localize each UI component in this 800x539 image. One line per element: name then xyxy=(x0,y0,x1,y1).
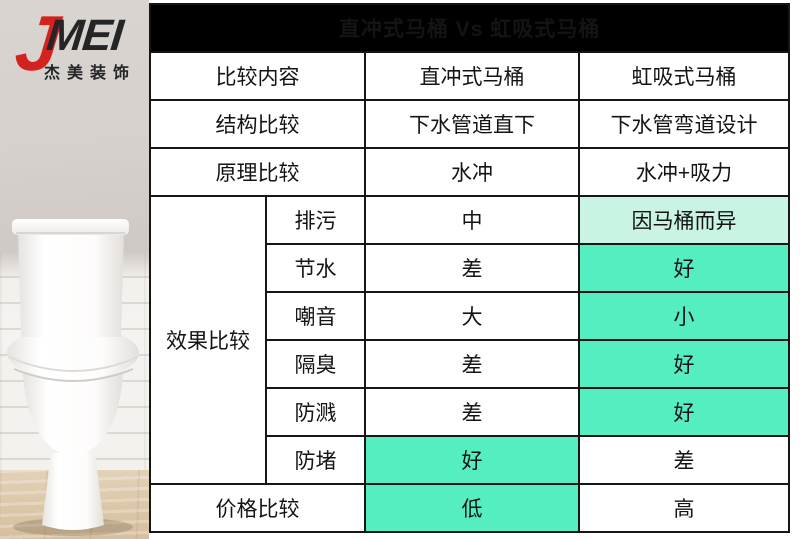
structure-row: 结构比较 下水管道直下 下水管弯道设计 xyxy=(149,99,791,149)
effect-direct-value: 中 xyxy=(364,195,580,245)
effect-sub-label: 隔臭 xyxy=(265,339,366,389)
effect-siphon-value: 因马桶而异 xyxy=(577,195,791,245)
effect-sub-label: 排污 xyxy=(265,195,366,245)
brand-logo: J MEI 杰美装饰 xyxy=(0,0,149,100)
price-label: 价格比较 xyxy=(149,483,366,533)
effect-sub-label: 防堵 xyxy=(265,435,366,485)
header-row: 比较内容 直冲式马桶 虹吸式马桶 xyxy=(149,51,791,101)
effect-direct-value: 好 xyxy=(364,435,580,485)
effect-row-splash: 防溅 差 好 xyxy=(150,387,791,437)
principle-row: 原理比较 水冲 水冲+吸力 xyxy=(149,147,791,197)
toilet-image xyxy=(7,219,139,536)
effect-row-noise: 嘲音 大 小 xyxy=(150,291,791,341)
table-title: 直冲式马桶 Vs 虹吸式马桶 xyxy=(148,3,791,53)
price-row: 价格比较 低 高 xyxy=(149,483,791,533)
effect-row-sewage: 效果比较 排污 中 因马桶而异 xyxy=(149,195,791,485)
effect-row-clog: 防堵 好 差 xyxy=(150,435,791,485)
structure-siphon-value: 下水管弯道设计 xyxy=(577,99,791,149)
effect-sub-label: 节水 xyxy=(265,243,366,293)
effect-siphon-value: 小 xyxy=(577,291,791,341)
wall-background xyxy=(0,0,149,252)
price-siphon-value: 高 xyxy=(577,483,791,533)
effect-siphon-value: 好 xyxy=(577,339,791,389)
effect-group-label: 效果比较 xyxy=(149,195,267,485)
price-direct-value: 低 xyxy=(364,483,580,533)
comparison-table: 直冲式马桶 Vs 虹吸式马桶 比较内容 直冲式马桶 虹吸式马桶 结构比较 下水管… xyxy=(148,3,791,533)
header-direct-flush: 直冲式马桶 xyxy=(364,51,580,101)
effect-siphon-value: 好 xyxy=(577,243,791,293)
bathroom-photo: J MEI 杰美装饰 xyxy=(0,0,149,539)
structure-direct-value: 下水管道直下 xyxy=(364,99,580,149)
principle-siphon-value: 水冲+吸力 xyxy=(577,147,791,197)
effect-row-water-saving: 节水 差 好 xyxy=(150,243,791,293)
header-siphon: 虹吸式马桶 xyxy=(577,51,791,101)
logo-letters-mei: MEI xyxy=(44,11,125,60)
effect-direct-value: 差 xyxy=(364,243,580,293)
header-compare-content: 比较内容 xyxy=(149,51,366,101)
title-row: 直冲式马桶 Vs 虹吸式马桶 xyxy=(148,3,791,53)
principle-direct-value: 水冲 xyxy=(364,147,580,197)
logo-chinese-name: 杰美装饰 xyxy=(44,65,137,82)
comparison-table-area: 直冲式马桶 Vs 虹吸式马桶 比较内容 直冲式马桶 虹吸式马桶 结构比较 下水管… xyxy=(148,3,791,533)
effect-siphon-value: 好 xyxy=(577,387,791,437)
effect-direct-value: 差 xyxy=(364,387,580,437)
effect-siphon-value: 差 xyxy=(577,435,791,485)
principle-label: 原理比较 xyxy=(149,147,366,197)
effect-row-odor: 隔臭 差 好 xyxy=(150,339,791,389)
effect-direct-value: 大 xyxy=(364,291,580,341)
effect-sub-label: 嘲音 xyxy=(265,291,366,341)
effect-sub-label: 防溅 xyxy=(265,387,366,437)
effect-direct-value: 差 xyxy=(364,339,580,389)
structure-label: 结构比较 xyxy=(149,99,366,149)
